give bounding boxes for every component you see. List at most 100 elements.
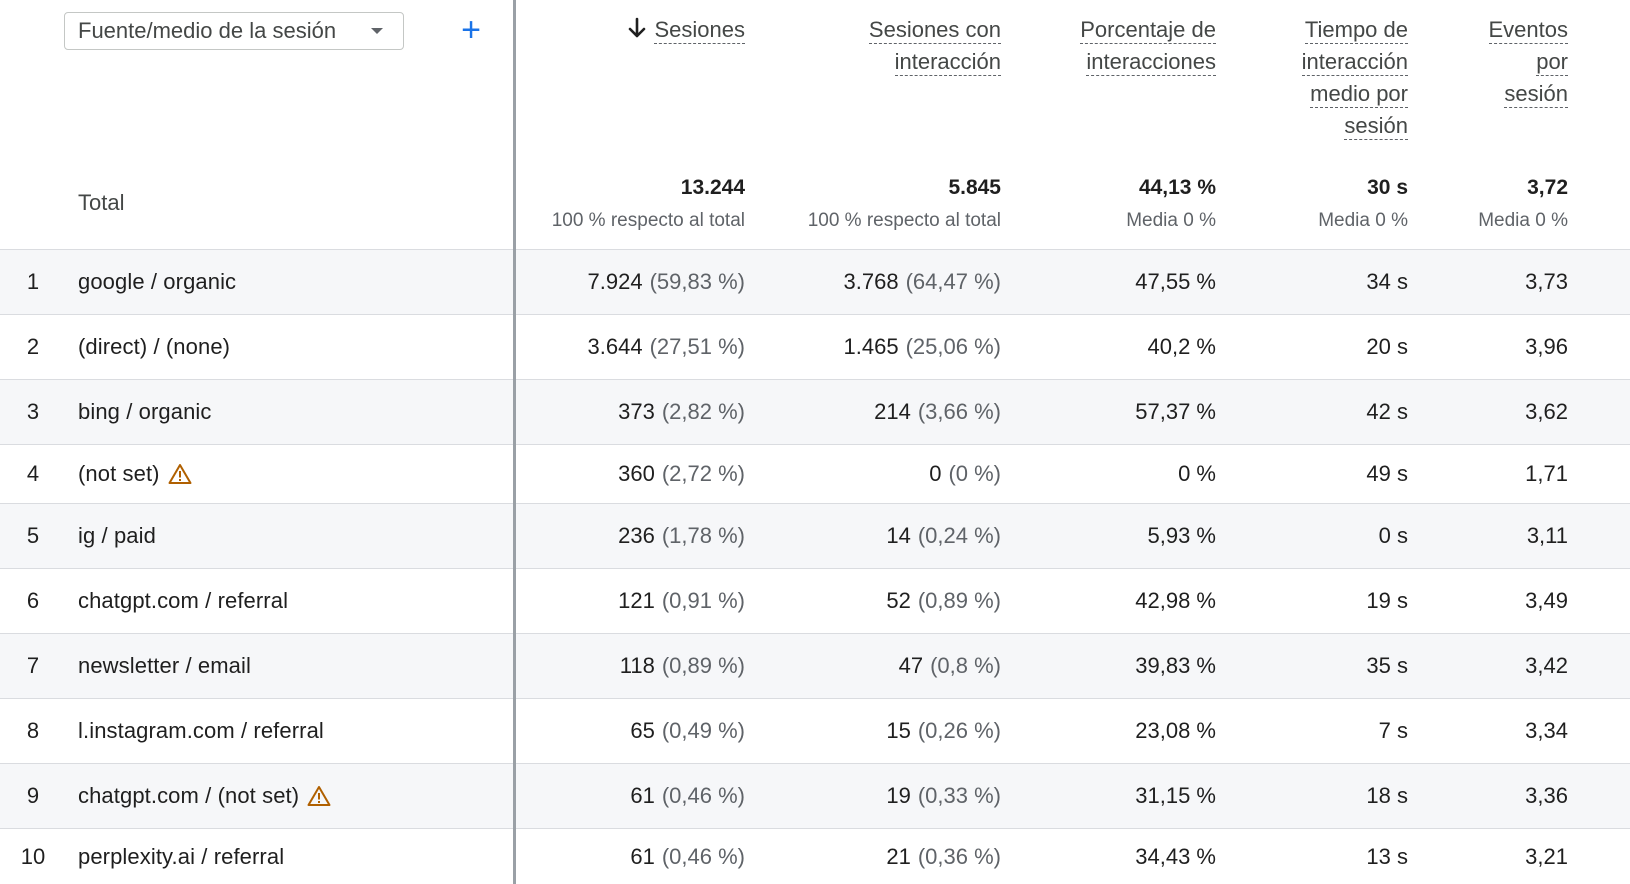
engaged-value: 47 bbox=[898, 653, 924, 678]
total-engaged-sub: 100 % respecto al total bbox=[807, 210, 1001, 231]
table-row[interactable]: 5 ig / paid 236 (1,78 %) 14 (0,24 %) 5,93 % 0 s… bbox=[0, 503, 1630, 568]
warning-icon[interactable] bbox=[307, 785, 331, 807]
sessions-percent: (0,46 %) bbox=[661, 843, 745, 869]
column-header-engaged-sessions[interactable]: Sesiones con interacción bbox=[761, 14, 1001, 78]
engaged-value: 14 bbox=[886, 523, 911, 548]
engaged-value: 15 bbox=[886, 718, 911, 743]
engaged-percent: (0,24 %) bbox=[917, 523, 1001, 548]
column-header-events-per-session[interactable]: Eventos por sesión bbox=[1428, 14, 1568, 110]
row-dimension[interactable]: chatgpt.com / referral bbox=[78, 569, 288, 633]
engaged-percent: (0,8 %) bbox=[930, 653, 1001, 678]
cell-engagement-rate: 5,93 % bbox=[1147, 523, 1217, 548]
table-row[interactable]: 8 l.instagram.com / referral 65 (0,49 %) 15(… bbox=[0, 698, 1630, 763]
column-header-label: medio por bbox=[1310, 81, 1408, 108]
cell-engaged: 214 (3,66 %) bbox=[874, 380, 1001, 444]
cell-engagement-rate: 57,37 % bbox=[1135, 399, 1216, 424]
column-header-engagement-rate[interactable]: Porcentaje de interacciones bbox=[996, 14, 1216, 78]
sessions-value: 65 bbox=[630, 718, 655, 743]
engaged-value: 3.768 bbox=[843, 269, 899, 294]
engaged-percent: (25,06 %) bbox=[905, 334, 1001, 359]
column-header-label: por bbox=[1536, 49, 1568, 76]
cell-engagement-rate: 40,2 % bbox=[1147, 334, 1217, 359]
cell-sessions: 360 (2,72 %) bbox=[618, 445, 745, 503]
total-engaged: 5.845 bbox=[948, 176, 1001, 199]
sessions-value: 3.644 bbox=[587, 334, 643, 359]
cell-events-per-session: 3,42 bbox=[1525, 653, 1568, 678]
plus-icon[interactable]: + bbox=[461, 11, 481, 49]
sessions-percent: (1,78 %) bbox=[661, 523, 745, 548]
cell-events-per-session: 3,96 bbox=[1525, 334, 1568, 359]
cell-engagement-rate: 42,98 % bbox=[1135, 588, 1216, 613]
row-dimension-label: google / organic bbox=[78, 269, 237, 294]
engaged-percent: (0,26 %) bbox=[917, 718, 1001, 743]
cell-avg-time: 18 s bbox=[1366, 783, 1408, 808]
row-dimension-label: ig / paid bbox=[78, 523, 156, 548]
cell-events-per-session: 3,34 bbox=[1525, 718, 1568, 743]
row-dimension[interactable]: chatgpt.com / (not set) bbox=[78, 764, 331, 828]
warning-icon[interactable] bbox=[168, 463, 192, 485]
row-dimension[interactable]: google / organic bbox=[78, 250, 236, 314]
table-row[interactable]: 9 chatgpt.com / (not set) 61 (0,46 %) 19 (0,3… bbox=[0, 763, 1630, 828]
row-dimension[interactable]: bing / organic bbox=[78, 380, 212, 444]
table-row[interactable]: 3 bing / organic 373 (2,82 %) 214 (3,66 %) 57,… bbox=[0, 379, 1630, 444]
cell-events-per-session: 3,21 bbox=[1525, 843, 1568, 869]
sessions-value: 61 bbox=[630, 783, 655, 808]
row-index: 10 bbox=[20, 843, 46, 869]
sessions-percent: (0,89 %) bbox=[661, 653, 745, 678]
column-header-avg-engagement-time[interactable]: Tiempo de interacción medio por sesión bbox=[1228, 14, 1408, 142]
table-row[interactable]: 10 perplexity.ai / referral 61 (0,46 %) 21 (0… bbox=[0, 828, 1630, 884]
engaged-percent: (0,33 %) bbox=[917, 783, 1001, 808]
dimension-select[interactable]: Fuente/medio de la sesión bbox=[64, 12, 404, 50]
row-dimension[interactable]: (not set) bbox=[78, 445, 192, 503]
cell-avg-time: 13 s bbox=[1366, 843, 1408, 869]
row-dimension[interactable]: l.instagram.com / referral bbox=[78, 699, 324, 763]
table-row[interactable]: 2 (direct) / (none) 3.644 (27,51 %) 1.465 (25… bbox=[0, 314, 1630, 379]
sessions-percent: (2,72 %) bbox=[661, 461, 745, 486]
sessions-value: 7.924 bbox=[587, 269, 643, 294]
column-header-label: interacción bbox=[894, 49, 1001, 76]
cell-engaged: 21 (0,36 %) bbox=[886, 829, 1001, 884]
cell-events-per-session: 3,11 bbox=[1526, 523, 1568, 548]
cell-sessions: 65 (0,49 %) bbox=[630, 699, 745, 763]
total-sessions-sub: 100 % respecto al total bbox=[551, 210, 745, 231]
column-header-sessions[interactable]: Sesiones bbox=[505, 14, 745, 46]
cell-sessions: 118 (0,89 %) bbox=[620, 634, 745, 698]
cell-avg-time: 20 s bbox=[1366, 334, 1408, 359]
cell-sessions: 3.644 (27,51 %) bbox=[588, 315, 745, 379]
column-header-label: Eventos bbox=[1488, 17, 1568, 44]
row-dimension[interactable]: perplexity.ai / referral bbox=[78, 829, 284, 884]
cell-engagement-rate: 0 % bbox=[1178, 461, 1216, 486]
sessions-percent: (0,91 %) bbox=[661, 588, 745, 613]
cell-engaged: 15 (0,26 %) bbox=[886, 699, 1001, 763]
sessions-percent: (27,51 %) bbox=[649, 334, 745, 359]
total-avg-time-sub: Media 0 % bbox=[1318, 210, 1408, 231]
table-row[interactable]: 1 google / organic 7.924 (59,83 %) 3.768 (64,… bbox=[0, 249, 1630, 314]
cell-sessions: 61 (0,46 %) bbox=[630, 764, 745, 828]
cell-engagement-rate: 47,55 % bbox=[1135, 269, 1216, 294]
column-header-label: interacción bbox=[1301, 49, 1408, 76]
column-header-label: sesión bbox=[1504, 81, 1568, 108]
sessions-value: 121 bbox=[618, 588, 655, 613]
engaged-value: 19 bbox=[886, 783, 911, 808]
engaged-value: 214 bbox=[874, 399, 911, 424]
table-row[interactable]: 7 newsletter / email 118 (0,89 %) 47 (0,8 %) 3… bbox=[0, 633, 1630, 698]
row-index: 7 bbox=[26, 653, 40, 678]
row-dimension[interactable]: (direct) / (none) bbox=[78, 315, 230, 379]
engaged-value: 52 bbox=[886, 588, 911, 613]
row-dimension-label: (not set) bbox=[78, 461, 160, 486]
total-engagement-rate: 44,13 % bbox=[1138, 176, 1216, 199]
cell-avg-time: 35 s bbox=[1366, 653, 1408, 678]
row-dimension[interactable]: newsletter / email bbox=[78, 634, 251, 698]
cell-events-per-session: 3,73 bbox=[1525, 269, 1568, 294]
column-divider[interactable] bbox=[513, 0, 516, 884]
table-row[interactable]: 4 (not set) 360 (2,72 %) 0 (0 %) 0 % 49 s 1,71 bbox=[0, 444, 1630, 503]
total-engagement-rate-sub: Media 0 % bbox=[1126, 210, 1216, 231]
cell-sessions: 7.924 (59,83 %) bbox=[588, 250, 745, 314]
row-dimension[interactable]: ig / paid bbox=[78, 504, 156, 568]
table-row[interactable]: 6 chatgpt.com / referral 121 (0,91 %) 52 (0,8… bbox=[0, 568, 1630, 633]
sessions-value: 360 bbox=[618, 461, 655, 486]
row-index: 3 bbox=[26, 399, 40, 424]
cell-sessions: 61 (0,46 %) bbox=[630, 829, 745, 884]
cell-avg-time: 42 s bbox=[1366, 399, 1408, 424]
